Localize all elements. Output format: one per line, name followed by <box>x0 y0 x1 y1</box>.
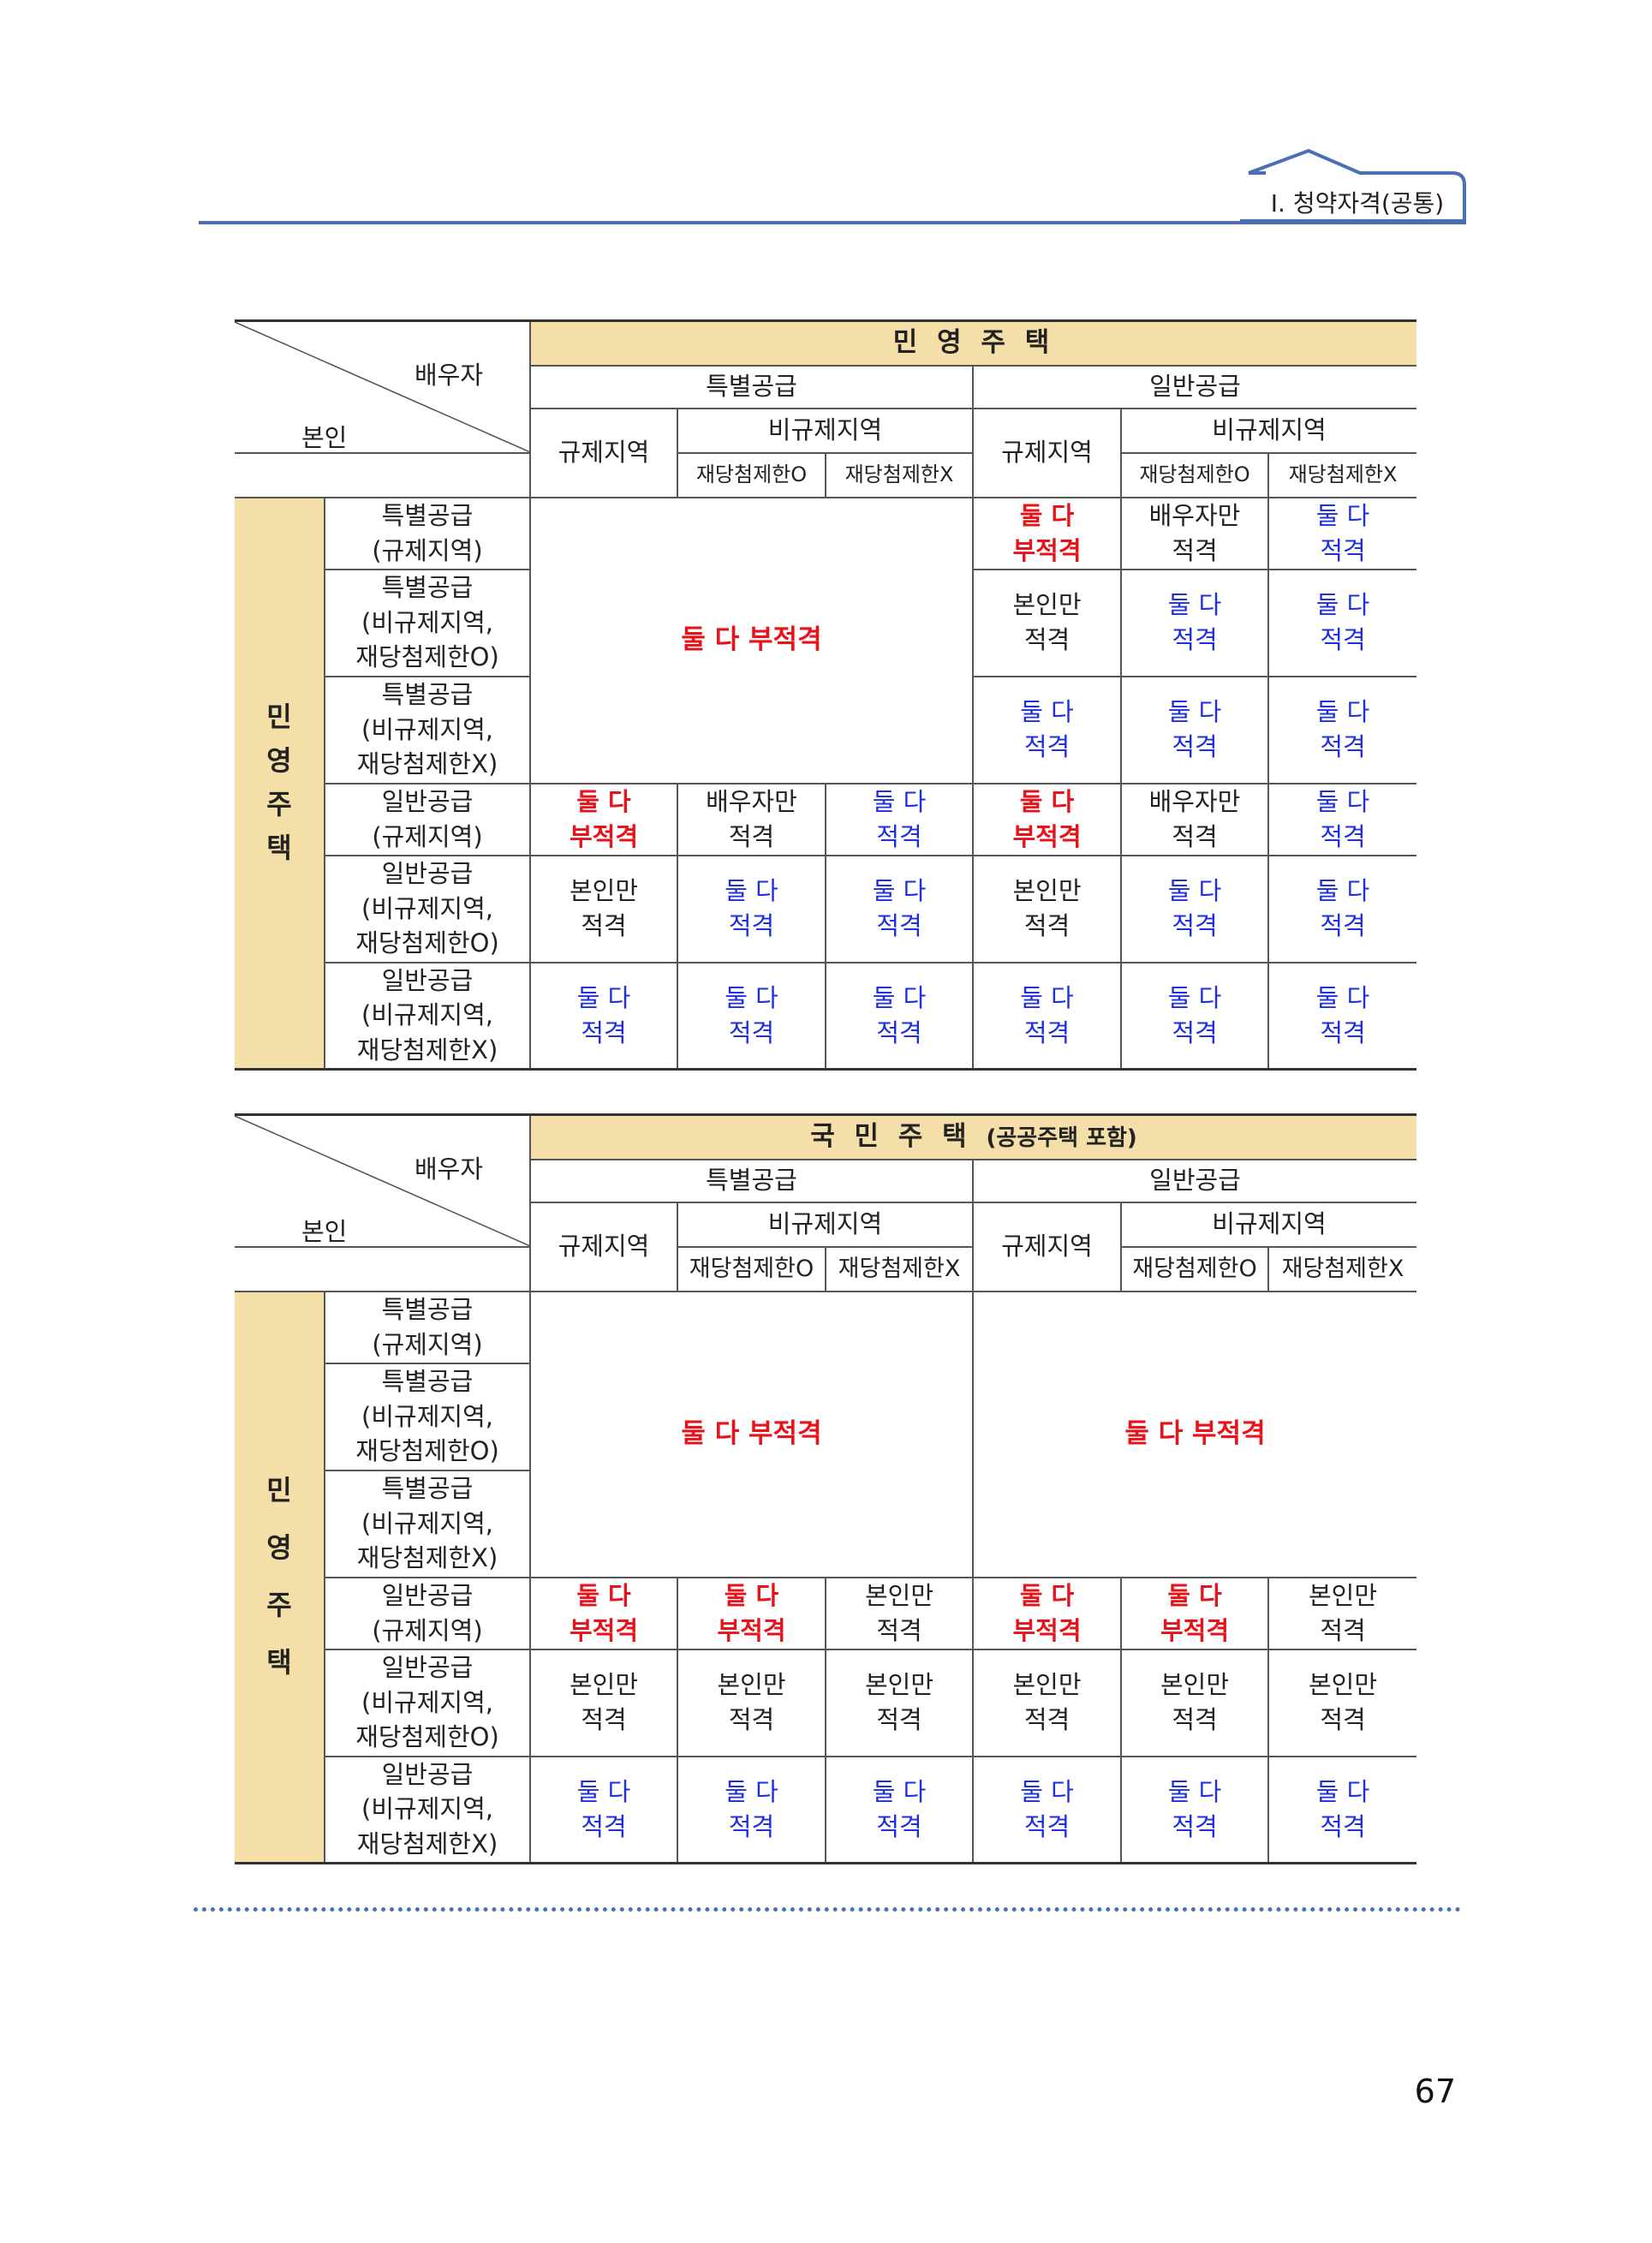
col-rewin-x: 재당첨제한X <box>825 451 974 498</box>
row-label: 특별공급 (비규제지역, 재당첨제한O) <box>325 1362 530 1471</box>
col-regulated: 규제지역 <box>530 407 678 498</box>
cell: 둘 다 적격 <box>1267 961 1416 1071</box>
row-group-label: 민 영 주 택 <box>235 496 325 1071</box>
cell: 둘 다 부적격 <box>1120 1576 1269 1650</box>
cell: 본인만 적격 <box>972 568 1122 677</box>
cell: 둘 다 부적격 <box>529 782 678 856</box>
cell: 본인만 적격 <box>529 1648 678 1757</box>
col-general-supply: 일반공급 <box>972 364 1416 409</box>
col-rewin-x: 재당첨제한X <box>1267 1245 1417 1292</box>
row-label: 일반공급 (비규제지역, 재당첨제한O) <box>325 1648 531 1757</box>
cell: 둘 다 적격 <box>1267 496 1416 570</box>
row-label: 일반공급 (규제지역) <box>325 782 531 856</box>
cell: 둘 다 적격 <box>529 1755 678 1864</box>
cell: 본인만 적격 <box>1120 1648 1269 1757</box>
col-nonregulated: 비규제지역 <box>677 407 974 454</box>
cell: 둘 다 적격 <box>825 854 974 963</box>
row-label: 일반공급 (비규제지역, 재당첨제한X) <box>325 961 531 1071</box>
row-label: 일반공급 (규제지역) <box>325 1576 531 1650</box>
col-rewin-o: 재당첨제한O <box>1120 1245 1269 1292</box>
cell: 둘 다 적격 <box>1120 675 1269 784</box>
table-title: 민 영 주 택 <box>529 319 1416 367</box>
table-title: 국 민 주 택 (공공주택 포함) <box>528 1113 1417 1160</box>
table-corner-header: 배우자 본인 <box>235 319 531 454</box>
merged-result-special: 둘 다 부적격 <box>529 1290 974 1578</box>
cell: 둘 다 적격 <box>1120 1755 1269 1864</box>
col-rewin-x: 재당첨제한X <box>825 1245 974 1292</box>
footer-dotted-rule <box>194 1907 1461 1912</box>
cell: 본인만 적격 <box>1267 1648 1417 1757</box>
col-general-supply: 일반공급 <box>971 1158 1417 1203</box>
merged-result: 둘 다 부적격 <box>529 496 974 784</box>
cell: 둘 다 적격 <box>1267 782 1416 856</box>
national-housing-table: 배우자 본인 국 민 주 택 (공공주택 포함) 특별공급 일반공급 규제지역 … <box>235 1113 1417 1864</box>
row-label: 특별공급 (규제지역) <box>324 1290 531 1364</box>
cell: 배우자만 적격 <box>677 782 826 856</box>
cell: 배우자만 적격 <box>1120 496 1269 570</box>
cell: 본인만 적격 <box>825 1648 974 1757</box>
spouse-label: 배우자 <box>414 1154 484 1184</box>
page-number: 67 <box>1414 2073 1456 2110</box>
cell: 둘 다 적격 <box>529 961 678 1071</box>
cell: 둘 다 적격 <box>972 1755 1122 1864</box>
col-rewin-o: 재당첨제한O <box>1120 451 1269 498</box>
cell: 본인만 적격 <box>825 1576 974 1650</box>
cell: 둘 다 부적격 <box>972 1576 1122 1650</box>
col-rewin-x: 재당첨제한X <box>1267 451 1416 498</box>
row-label: 특별공급 (비규제지역, 재당첨제한X) <box>325 1469 530 1578</box>
cell: 둘 다 적격 <box>1120 854 1269 963</box>
table-corner-header: 배우자 본인 <box>235 1113 531 1248</box>
col-regulated: 규제지역 <box>972 407 1122 498</box>
col-special-supply: 특별공급 <box>530 1158 974 1203</box>
col-nonregulated: 비규제지역 <box>677 1201 974 1248</box>
cell: 본인만 적격 <box>972 854 1122 963</box>
merged-result-general: 둘 다 부적격 <box>971 1290 1417 1578</box>
cell: 둘 다 적격 <box>1267 675 1416 784</box>
table-title-sub: (공공주택 포함) <box>986 1125 1137 1152</box>
private-housing-table: 배우자 본인 민 영 주 택 특별공급 일반공급 규제지역 비규제지역 규제지역… <box>235 319 1416 1071</box>
cell: 둘 다 부적격 <box>529 1576 678 1650</box>
cell: 둘 다 적격 <box>972 961 1122 1071</box>
row-label: 일반공급 (비규제지역, 재당첨제한X) <box>325 1755 531 1864</box>
cell: 본인만 적격 <box>972 1648 1122 1757</box>
spouse-label: 배우자 <box>414 361 484 390</box>
col-regulated: 규제지역 <box>530 1201 678 1292</box>
col-nonregulated: 비규제지역 <box>1119 1201 1417 1248</box>
row-group-label: 민 영 주 택 <box>235 1290 325 1864</box>
col-special-supply: 특별공급 <box>530 364 974 409</box>
cell: 둘 다 적격 <box>825 961 974 1071</box>
col-regulated: 규제지역 <box>972 1201 1122 1292</box>
col-rewin-o: 재당첨제한O <box>677 451 826 498</box>
cell: 둘 다 적격 <box>677 854 826 963</box>
row-label: 일반공급 (비규제지역, 재당첨제한O) <box>325 854 531 963</box>
cell: 둘 다 부적격 <box>972 782 1122 856</box>
header-rule <box>199 221 1466 224</box>
cell: 둘 다 적격 <box>677 961 826 1071</box>
cell: 둘 다 적격 <box>825 782 974 856</box>
cell: 둘 다 부적격 <box>972 496 1122 570</box>
cell: 둘 다 적격 <box>1267 568 1416 677</box>
cell: 본인만 적격 <box>1267 1576 1417 1650</box>
col-nonregulated: 비규제지역 <box>1120 407 1416 454</box>
chapter-title: Ⅰ. 청약자격(공통) <box>1270 189 1445 218</box>
cell: 둘 다 적격 <box>677 1755 826 1864</box>
self-label: 본인 <box>301 1217 348 1246</box>
cell: 둘 다 적격 <box>1120 961 1269 1071</box>
cell: 둘 다 적격 <box>1267 1755 1417 1864</box>
cell: 본인만 적격 <box>529 854 678 963</box>
row-label: 특별공급 (비규제지역, 재당첨제한X) <box>325 675 531 784</box>
cell: 둘 다 부적격 <box>677 1576 826 1650</box>
cell: 둘 다 적격 <box>972 675 1122 784</box>
table-title-main: 국 민 주 택 <box>810 1121 972 1153</box>
col-rewin-o: 재당첨제한O <box>677 1245 826 1292</box>
cell: 배우자만 적격 <box>1120 782 1269 856</box>
row-label: 특별공급 (비규제지역, 재당첨제한O) <box>325 568 531 677</box>
cell: 둘 다 적격 <box>1120 568 1269 677</box>
cell: 둘 다 적격 <box>1267 854 1416 963</box>
cell: 둘 다 적격 <box>825 1755 974 1864</box>
self-label: 본인 <box>301 423 348 452</box>
row-label: 특별공급 (규제지역) <box>324 496 531 570</box>
cell: 본인만 적격 <box>677 1648 826 1757</box>
